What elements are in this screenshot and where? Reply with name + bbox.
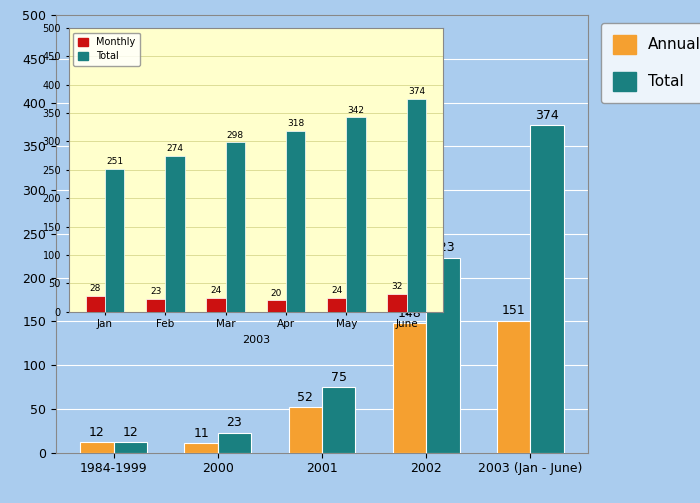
Bar	[497, 320, 531, 453]
Text: 374: 374	[536, 109, 559, 122]
Bar	[105, 169, 125, 312]
Bar	[288, 407, 322, 453]
Text: 32: 32	[391, 282, 402, 291]
Bar	[327, 298, 346, 312]
Text: 298: 298	[227, 131, 244, 140]
Text: 24: 24	[331, 286, 342, 295]
Bar	[267, 300, 286, 312]
Bar	[393, 323, 426, 453]
Text: 151: 151	[502, 304, 526, 317]
Bar	[218, 433, 251, 453]
Bar	[225, 142, 245, 312]
Bar	[322, 387, 356, 453]
Text: 148: 148	[398, 307, 421, 320]
Bar	[206, 298, 225, 312]
Text: 23: 23	[150, 287, 161, 296]
Text: 75: 75	[330, 371, 346, 384]
Text: 11: 11	[193, 427, 209, 440]
Bar	[184, 443, 218, 453]
Text: 52: 52	[298, 391, 314, 404]
Text: 251: 251	[106, 157, 123, 166]
Text: 342: 342	[348, 106, 365, 115]
Text: 24: 24	[211, 286, 222, 295]
Text: 20: 20	[271, 289, 282, 298]
Text: 374: 374	[408, 88, 425, 97]
X-axis label: 2003: 2003	[241, 335, 270, 345]
Bar	[346, 118, 365, 312]
Bar	[146, 299, 165, 312]
Bar	[426, 258, 460, 453]
Bar	[387, 294, 407, 312]
Text: 12: 12	[89, 426, 105, 439]
Legend: Monthly, Total: Monthly, Total	[74, 33, 140, 66]
Bar	[165, 156, 185, 312]
Bar	[80, 442, 113, 453]
Text: 223: 223	[431, 241, 455, 254]
Bar	[286, 131, 305, 312]
Text: 274: 274	[167, 144, 183, 153]
Text: 28: 28	[90, 284, 101, 293]
Text: 12: 12	[122, 426, 138, 439]
Bar	[85, 296, 105, 312]
Bar	[113, 442, 147, 453]
Bar	[531, 125, 564, 453]
Text: 318: 318	[287, 119, 304, 128]
Legend: Annual, Total: Annual, Total	[601, 23, 700, 103]
Text: 23: 23	[227, 416, 242, 429]
Bar	[407, 99, 426, 312]
